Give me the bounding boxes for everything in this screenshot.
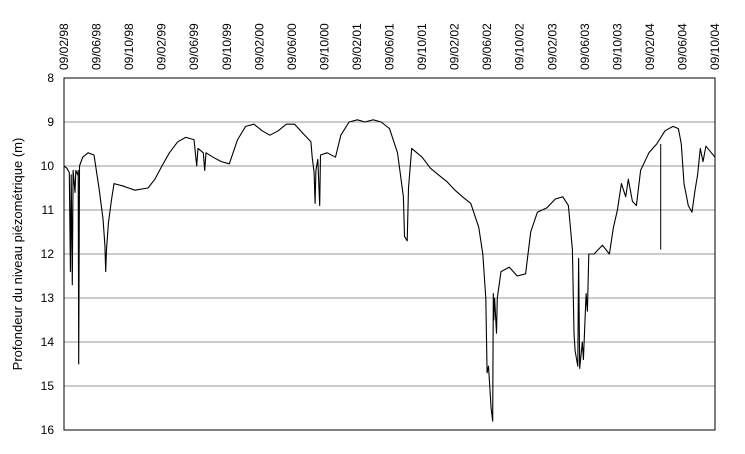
x-tick-label: 09/10/02 bbox=[513, 23, 527, 70]
x-tick-label: 09/02/03 bbox=[545, 23, 559, 70]
series-line bbox=[63, 119, 716, 422]
y-tick-label: 15 bbox=[41, 379, 55, 393]
x-tick-label: 09/02/02 bbox=[448, 23, 462, 70]
x-tick-label: 09/06/00 bbox=[285, 23, 299, 70]
x-tick-label: 09/10/03 bbox=[610, 23, 624, 70]
y-tick-label: 11 bbox=[42, 203, 55, 217]
y-tick-label: 12 bbox=[41, 247, 55, 261]
x-tick-label: 09/10/01 bbox=[415, 23, 429, 70]
x-tick-label: 09/10/00 bbox=[317, 23, 331, 70]
x-tick-label: 09/06/04 bbox=[675, 23, 689, 70]
x-tick-label: 09/02/98 bbox=[57, 23, 71, 70]
y-tick-label: 13 bbox=[41, 291, 55, 305]
x-tick-label: 09/02/99 bbox=[155, 23, 169, 70]
y-tick-label: 14 bbox=[41, 335, 55, 349]
y-tick-label: 16 bbox=[41, 423, 55, 437]
x-tick-label: 09/06/01 bbox=[383, 23, 397, 70]
y-tick-labels: 8 9 10 11 12 13 14 15 16 bbox=[41, 71, 55, 437]
y-gridlines bbox=[64, 121, 715, 387]
x-tick-label: 09/10/04 bbox=[708, 23, 722, 70]
x-tick-label: 09/02/04 bbox=[643, 23, 657, 70]
y-tick-label: 9 bbox=[47, 115, 54, 129]
x-tick-label: 09/06/03 bbox=[578, 23, 592, 70]
x-tick-label: 09/06/99 bbox=[187, 23, 201, 70]
x-tick-label: 09/06/02 bbox=[480, 23, 494, 70]
plot-area-frame bbox=[63, 77, 716, 431]
series-layer bbox=[63, 119, 716, 422]
x-tick-label: 09/10/98 bbox=[122, 23, 136, 70]
x-tick-label: 09/02/01 bbox=[350, 23, 364, 70]
x-tick-label: 09/06/98 bbox=[90, 23, 104, 70]
x-tick-labels: 09/02/98 09/06/98 09/10/98 09/02/99 09/06/99… bbox=[57, 23, 722, 70]
y-tick-label: 10 bbox=[41, 159, 55, 173]
x-tick-label: 09/10/99 bbox=[220, 23, 234, 70]
y-tick-label: 8 bbox=[47, 71, 54, 85]
y-axis-title: Profondeur du niveau piézométrique (m) bbox=[10, 138, 25, 371]
x-tick-label: 09/02/00 bbox=[252, 23, 266, 70]
